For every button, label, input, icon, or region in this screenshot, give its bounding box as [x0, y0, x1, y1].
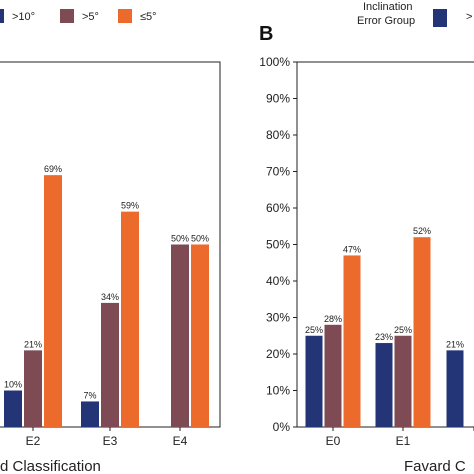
x-tick-label: E4	[173, 434, 188, 448]
bar	[191, 244, 209, 427]
y-tick-label: 100%	[259, 55, 290, 69]
bar	[101, 302, 119, 427]
x-tick-label: E3	[103, 434, 118, 448]
data-label: 47%	[343, 244, 361, 254]
legend-label: >5°	[82, 11, 99, 23]
legend-left: >10° >5° ≤5°	[0, 9, 157, 23]
bar	[343, 255, 361, 427]
data-label: 52%	[413, 226, 431, 236]
legend-label: ≤5°	[140, 11, 157, 23]
bar	[375, 343, 393, 427]
legend-title-line: Error Group	[357, 15, 415, 27]
data-label: 7%	[83, 390, 96, 400]
bar	[305, 335, 323, 427]
data-label: 21%	[24, 339, 42, 349]
data-label: 28%	[324, 314, 342, 324]
bar	[44, 175, 62, 427]
y-tick-label: 90%	[266, 92, 290, 106]
data-label: 23%	[375, 332, 393, 342]
data-label: 25%	[394, 325, 412, 335]
x-axis-title: Favard C	[404, 458, 466, 474]
chart-panel-a: 10% 21% 69% E2 7% 34% 59% E3 50% 50% E4 d Classific…	[0, 61, 221, 474]
bar	[4, 390, 22, 427]
y-tick-label: 30%	[266, 311, 290, 325]
bar	[81, 401, 99, 427]
data-label: 10%	[4, 380, 22, 390]
data-label: 34%	[101, 292, 119, 302]
data-label: 50%	[171, 234, 189, 244]
x-tick-label: E2	[26, 434, 41, 448]
y-tick-label: 70%	[266, 165, 290, 179]
bar	[121, 211, 139, 427]
data-label: 59%	[121, 201, 139, 211]
legend-swatch	[0, 9, 4, 23]
y-tick-label: 0%	[273, 420, 291, 434]
y-tick-label: 50%	[266, 238, 290, 252]
x-tick-label: E1	[396, 434, 411, 448]
x-axis-title: d Classification	[0, 458, 101, 474]
bar	[324, 324, 342, 427]
legend-right: Inclination Error Group >	[357, 1, 472, 27]
bar	[446, 350, 464, 427]
bar	[171, 244, 189, 427]
panel-label: B	[259, 23, 273, 45]
y-tick-label: 80%	[266, 128, 290, 142]
data-label: 21%	[446, 339, 464, 349]
bar	[394, 335, 412, 427]
bar	[24, 350, 42, 427]
data-label: 69%	[44, 164, 62, 174]
legend-swatch	[433, 9, 447, 27]
y-tick-label: 60%	[266, 201, 290, 215]
legend-swatch	[60, 9, 74, 23]
data-label: 25%	[305, 325, 323, 335]
legend-swatch	[118, 9, 132, 23]
x-tick-label: E0	[326, 434, 341, 448]
legend-label: >10°	[12, 11, 35, 23]
data-label: 50%	[191, 234, 209, 244]
chart-panel-b: 0%10%20%30%40%50%60%70%80%90%100%25%28%4…	[259, 23, 474, 474]
legend-label-fragment: >	[466, 11, 472, 23]
y-tick-label: 10%	[266, 384, 290, 398]
legend-title-line: Inclination	[363, 1, 413, 13]
y-tick-label: 40%	[266, 274, 290, 288]
y-tick-label: 20%	[266, 347, 290, 361]
bar	[413, 237, 431, 427]
